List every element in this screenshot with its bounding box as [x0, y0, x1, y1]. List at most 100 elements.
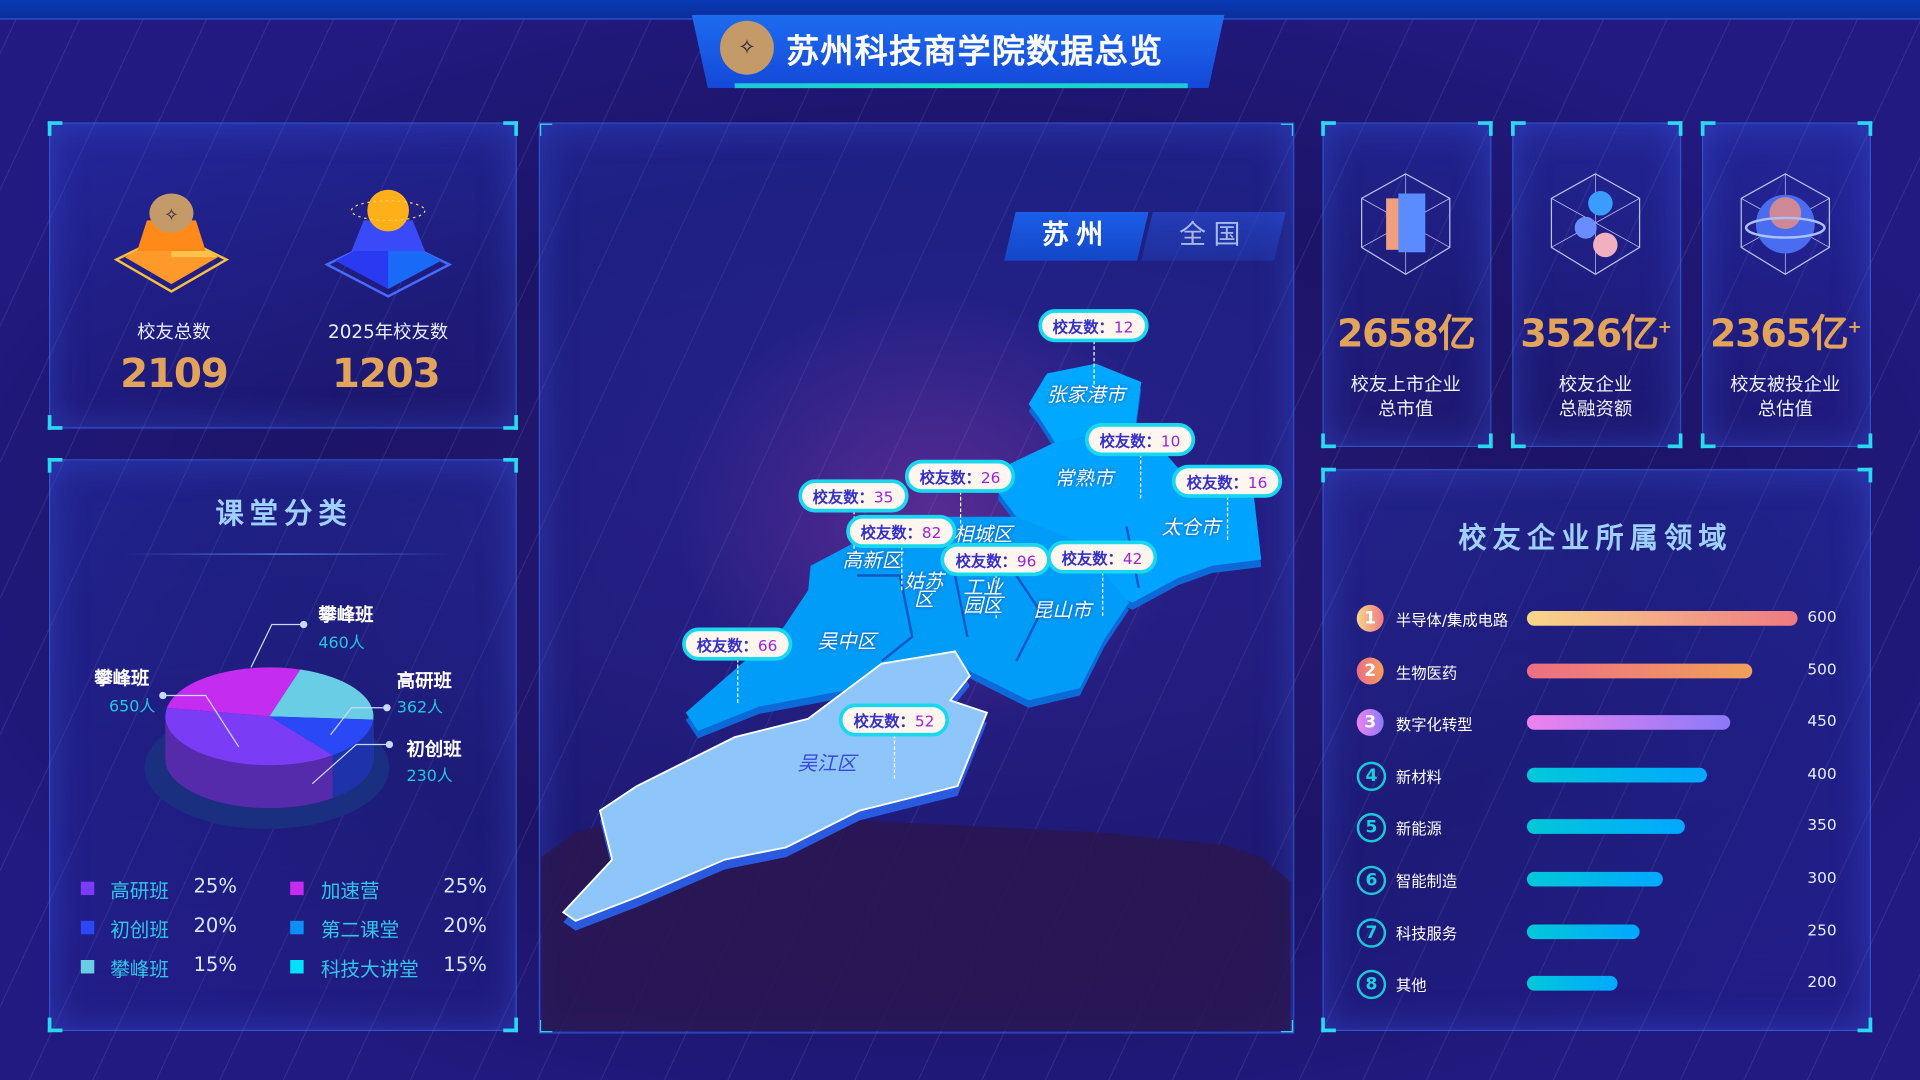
rank-badge: 4 — [1356, 761, 1387, 791]
count-prefix: 校友数： — [1099, 432, 1161, 451]
section-title: 课堂分类 — [215, 498, 353, 531]
pie-slice-side — [332, 719, 374, 799]
tab-suzhou[interactable]: 苏州 — [1004, 211, 1149, 261]
pie-slice-top — [165, 707, 333, 766]
region-name: 相城区 — [953, 523, 1013, 547]
legend-label: 攀峰班 — [110, 957, 169, 981]
legend-swatch — [290, 881, 304, 896]
sector-bar — [1526, 611, 1798, 626]
alumni-count-label[interactable]: 校友数：10 — [1084, 423, 1196, 457]
sector-bar — [1526, 663, 1753, 678]
pie-label-name: 攀峰班 — [94, 667, 150, 690]
count-value: 12 — [1113, 318, 1134, 337]
alumni-count-label[interactable]: 校友数：42 — [1046, 540, 1158, 574]
legend-swatch — [80, 920, 95, 935]
legend-swatch — [80, 881, 95, 896]
region-name: 太仓市 — [1161, 515, 1221, 539]
label-leader-line — [959, 490, 962, 535]
sector-label: 新材料 — [1395, 767, 1442, 786]
sector-label: 智能制造 — [1395, 871, 1458, 891]
legend-label: 第二课堂 — [320, 918, 400, 942]
count-prefix: 校友数： — [1186, 473, 1248, 492]
label-leader-line — [893, 734, 896, 779]
gold-trophy-icon: ✧ — [113, 193, 230, 293]
rank-badge: 5 — [1356, 813, 1387, 843]
count-value: 66 — [757, 636, 778, 655]
alumni-count-label[interactable]: 校友数：16 — [1171, 464, 1283, 498]
region-name: 张家港市 — [1046, 383, 1126, 407]
alumni-count-label[interactable]: 校友数：66 — [681, 627, 793, 661]
sector-value: 450 — [1807, 711, 1837, 731]
count-value: 96 — [1016, 552, 1037, 571]
alumni-count-label[interactable]: 校友数：35 — [797, 479, 909, 513]
sector-label: 新能源 — [1395, 819, 1442, 839]
stat-value: 2109 — [120, 348, 229, 397]
stat-value: 1203 — [331, 348, 441, 397]
sector-label: 科技服务 — [1395, 923, 1458, 943]
sector-value: 500 — [1807, 659, 1837, 678]
metric-card — [1321, 121, 1493, 449]
planet-cube-icon — [1740, 173, 1831, 276]
sector-value: 250 — [1807, 920, 1837, 939]
rank-badge: 8 — [1356, 970, 1387, 1000]
pie-label-value: 362人 — [396, 699, 444, 718]
metric-label: 校友上市企业 总市值 — [1350, 373, 1461, 421]
alumni-count-label[interactable]: 校友数：26 — [904, 459, 1016, 493]
sector-value: 300 — [1807, 868, 1837, 887]
stat-label: 2025年校友数 — [328, 320, 449, 343]
region-name: 吴中区 — [817, 629, 877, 653]
pie-slice-top — [269, 669, 374, 720]
alumni-count-label[interactable]: 校友数：52 — [838, 703, 950, 737]
pie-label-name: 高研班 — [396, 669, 452, 692]
legend-percent: 15% — [443, 952, 487, 976]
region-name: 常熟市 — [1054, 466, 1114, 490]
legend-percent: 20% — [193, 913, 238, 937]
tab-national[interactable]: 全国 — [1141, 211, 1286, 261]
label-leader-line — [736, 658, 739, 703]
region-name: 工业园区 — [963, 575, 1003, 617]
region-name: 吴江区 — [797, 752, 857, 776]
metric-label: 校友被投企业 总估值 — [1730, 373, 1841, 421]
legend-swatch — [80, 960, 95, 974]
sector-value: 200 — [1807, 972, 1837, 991]
count-value: 82 — [921, 523, 942, 542]
sector-value: 400 — [1807, 763, 1837, 783]
alumni-count-label[interactable]: 校友数：82 — [845, 514, 957, 548]
region-zhangjiagang[interactable] — [1028, 363, 1142, 444]
region-name: 姑苏区 — [904, 569, 944, 611]
title-banner — [691, 14, 1225, 89]
alumni-stats-panel — [47, 121, 518, 430]
pie-label-value: 650人 — [108, 697, 156, 717]
stat-label: 校友总数 — [137, 320, 211, 343]
metric-value: 3526亿+ — [1520, 312, 1672, 357]
count-prefix: 校友数： — [853, 712, 915, 731]
rank-badge: 3 — [1356, 709, 1384, 737]
label-leader-line — [900, 545, 903, 590]
rank-badge: 1 — [1356, 604, 1384, 632]
sector-bar — [1526, 767, 1708, 783]
legend-percent: 25% — [193, 874, 238, 898]
rank-badge: 6 — [1356, 865, 1387, 896]
sector-value: 350 — [1807, 815, 1837, 835]
count-prefix: 校友数： — [860, 523, 922, 542]
pie-chart — [144, 620, 394, 829]
sector-bar — [1526, 871, 1663, 887]
legend-swatch — [290, 960, 304, 974]
svg-text:✧: ✧ — [164, 205, 178, 225]
alumni-count-label[interactable]: 校友数：96 — [940, 543, 1052, 577]
pie-label-name: 攀峰班 — [318, 603, 374, 626]
legend-label: 加速营 — [320, 879, 380, 903]
alumni-count-label[interactable]: 校友数：12 — [1037, 309, 1149, 343]
pie-label-value: 460人 — [318, 634, 365, 653]
label-leader-line — [1139, 454, 1142, 499]
pie-slice-side — [165, 716, 333, 809]
label-leader-line — [1101, 571, 1104, 616]
count-value: 42 — [1122, 549, 1143, 568]
sector-bar — [1526, 923, 1640, 939]
count-prefix: 校友数： — [1061, 549, 1123, 568]
count-value: 10 — [1160, 432, 1181, 451]
legend-label: 科技大讲堂 — [320, 957, 419, 981]
legend-percent: 20% — [443, 913, 487, 937]
region-name: 高新区 — [842, 548, 902, 572]
